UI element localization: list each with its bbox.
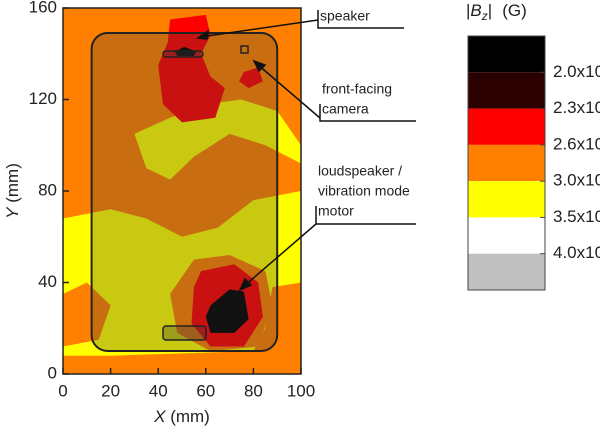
y-tick-label: 160	[29, 0, 57, 16]
x-tick-label: 20	[101, 381, 120, 400]
speaker-slot	[162, 50, 204, 58]
bar: |	[466, 1, 470, 20]
contour-region	[134, 99, 301, 180]
arrow	[199, 19, 319, 38]
arrowhead	[195, 29, 209, 40]
colorbar-label: 2.3x10¹	[553, 98, 600, 117]
y-unit: (mm)	[3, 163, 22, 203]
loudspeaker-outline	[162, 325, 207, 341]
colorbar-bin	[468, 144, 545, 182]
colorbar-bin	[468, 72, 545, 109]
subscript: z	[481, 9, 488, 23]
colorbar-bin	[468, 108, 545, 145]
colorbar-label: 3.5x10⁻²	[553, 207, 600, 226]
bar: |	[488, 1, 492, 20]
x-tick-label: 100	[287, 381, 315, 400]
arrowhead	[238, 277, 253, 292]
x-symbol: X	[153, 407, 166, 426]
annotation: vibration mode	[318, 183, 410, 199]
annotation: speaker	[320, 8, 370, 24]
colorbar-bin	[468, 253, 545, 290]
y-tick-label: 120	[29, 89, 57, 108]
arrowhead	[252, 59, 267, 73]
contour-region	[205, 289, 249, 333]
annotations: speaker front-facing camera loudspeaker / vi…	[318, 8, 410, 219]
annotation: motor	[318, 203, 354, 219]
x-axis-label: X (mm)	[153, 407, 210, 426]
x-tick-label: 40	[149, 381, 168, 400]
bracket	[317, 10, 404, 29]
bracket	[319, 104, 416, 122]
x-tick-label: 0	[58, 381, 67, 400]
annotation: camera	[322, 101, 369, 117]
x-unit: (mm)	[170, 407, 210, 426]
colorbar-label: 4.0x10⁻³	[553, 243, 600, 262]
annotation: loudspeaker /	[318, 163, 402, 179]
y-tick-label: 80	[38, 180, 57, 199]
axes: 0 20 40 60 80 100 0 40 80 120 160	[29, 0, 316, 400]
x-tick-label: 80	[244, 381, 263, 400]
colorbar-bin	[468, 36, 545, 73]
contour-region	[63, 282, 111, 347]
colorbar-label: 2.6x10⁰	[553, 134, 600, 153]
contour-region	[239, 67, 263, 89]
annotation-arrows	[195, 10, 416, 292]
unit: (G)	[502, 1, 527, 20]
camera-outline	[240, 45, 249, 54]
y-symbol: Y	[3, 206, 22, 219]
colorbar-bin	[468, 217, 545, 254]
colorbar-label: 3.0x10⁻¹	[553, 171, 600, 190]
phone-outline	[90, 32, 279, 352]
y-tick-label: 0	[48, 363, 57, 382]
colorbar-frame	[467, 35, 546, 291]
symbol: B	[470, 1, 481, 20]
y-tick-label: 40	[38, 272, 57, 291]
contour-region	[158, 14, 225, 123]
colorbar-title: |Bz| (G)	[466, 1, 527, 23]
arrow	[242, 223, 317, 288]
y-axis-label: Y (mm)	[3, 163, 22, 219]
x-tick-label: 60	[196, 381, 215, 400]
annotation: front-facing	[322, 81, 392, 97]
arrow	[256, 63, 321, 119]
colorbar-bin	[468, 181, 545, 218]
